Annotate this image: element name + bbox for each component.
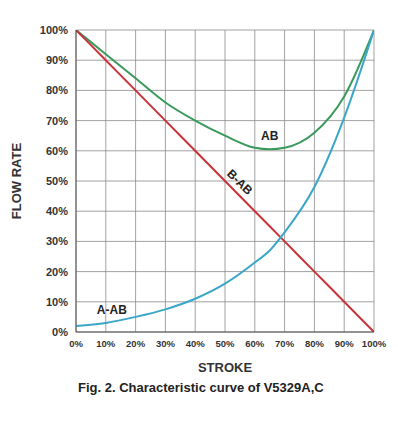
svg-text:0%: 0% <box>52 326 68 338</box>
svg-text:STROKE: STROKE <box>198 360 253 375</box>
svg-text:20%: 20% <box>46 266 68 278</box>
svg-text:10%: 10% <box>46 296 68 308</box>
svg-text:AB: AB <box>261 129 279 143</box>
svg-text:30%: 30% <box>156 338 176 349</box>
svg-text:70%: 70% <box>46 115 68 127</box>
svg-text:50%: 50% <box>46 175 68 187</box>
svg-text:60%: 60% <box>46 145 68 157</box>
svg-text:100%: 100% <box>362 338 387 349</box>
svg-text:80%: 80% <box>46 84 68 96</box>
svg-text:40%: 40% <box>186 338 206 349</box>
svg-text:90%: 90% <box>46 54 68 66</box>
svg-text:30%: 30% <box>46 235 68 247</box>
svg-text:20%: 20% <box>126 338 146 349</box>
svg-text:60%: 60% <box>245 338 265 349</box>
svg-text:70%: 70% <box>275 338 295 349</box>
svg-text:B-AB: B-AB <box>224 167 256 198</box>
svg-text:FLOW RATE: FLOW RATE <box>9 143 24 220</box>
svg-text:40%: 40% <box>46 205 68 217</box>
svg-text:100%: 100% <box>40 24 68 36</box>
svg-text:A-AB: A-AB <box>97 303 127 317</box>
svg-text:0%: 0% <box>69 338 83 349</box>
svg-text:10%: 10% <box>96 338 116 349</box>
html-text:Fig. 2. Characteristic curve o: Fig. 2. Characteristic curve of V5329A,C <box>78 380 324 395</box>
svg-text:90%: 90% <box>335 338 355 349</box>
svg-text:80%: 80% <box>305 338 325 349</box>
svg-text:50%: 50% <box>215 338 235 349</box>
